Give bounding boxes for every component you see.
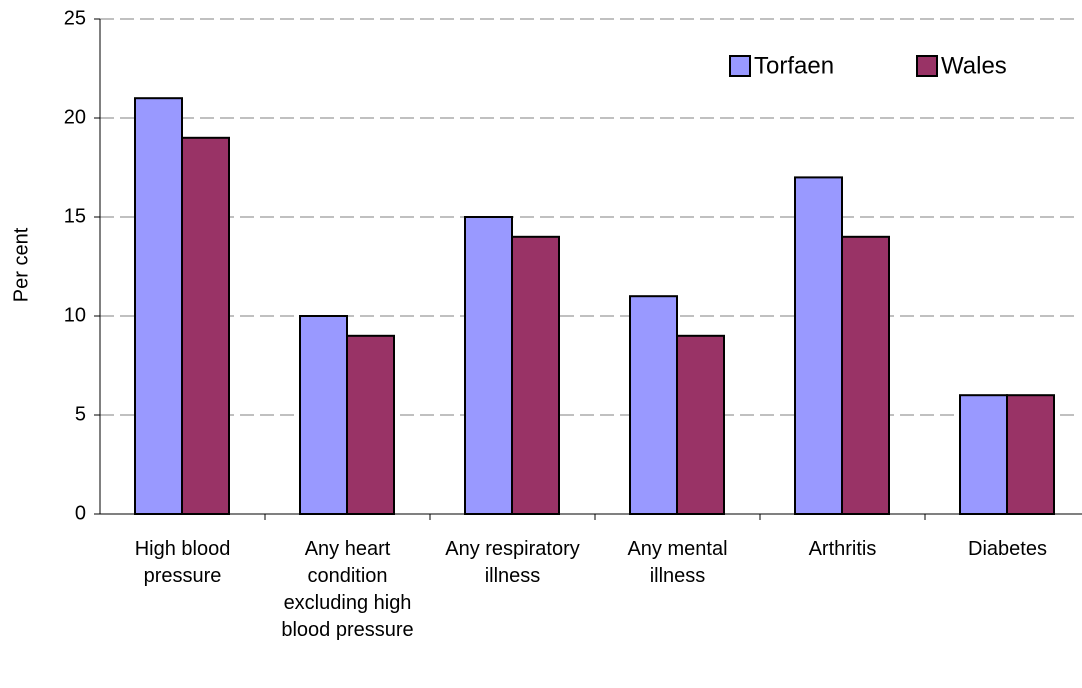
bar <box>299 315 348 515</box>
bar <box>676 334 725 515</box>
bar <box>959 394 1008 516</box>
bar <box>464 216 513 515</box>
x-tick-label: Diabetes <box>968 538 1047 560</box>
bar <box>841 235 890 516</box>
y-axis-label: Per cent <box>10 227 32 302</box>
bar <box>134 97 183 515</box>
legend-swatch <box>916 55 938 77</box>
x-tick-label: High blood pressure <box>134 538 231 587</box>
y-tick-label: 20 <box>64 106 86 128</box>
y-tick-label: 10 <box>64 304 86 326</box>
y-tick-label: 0 <box>75 502 86 524</box>
legend-label: Wales <box>941 52 1007 79</box>
x-tick-label: Any heart condition excluding high blood… <box>281 538 414 641</box>
y-tick-label: 5 <box>75 403 86 425</box>
bar <box>794 176 843 515</box>
x-tick-label: Arthritis <box>808 538 877 560</box>
y-tick-label: 15 <box>64 205 86 227</box>
y-tick-label: 25 <box>64 7 86 29</box>
bar <box>1006 394 1055 516</box>
bar <box>181 136 230 516</box>
legend-label: Torfaen <box>754 52 834 79</box>
bar <box>511 235 560 516</box>
legend-swatch <box>729 55 751 77</box>
bar <box>346 334 395 515</box>
x-tick-label: Any respiratory illness <box>445 538 580 587</box>
bar <box>629 295 678 516</box>
x-tick-label: Any mental illness <box>627 538 728 587</box>
